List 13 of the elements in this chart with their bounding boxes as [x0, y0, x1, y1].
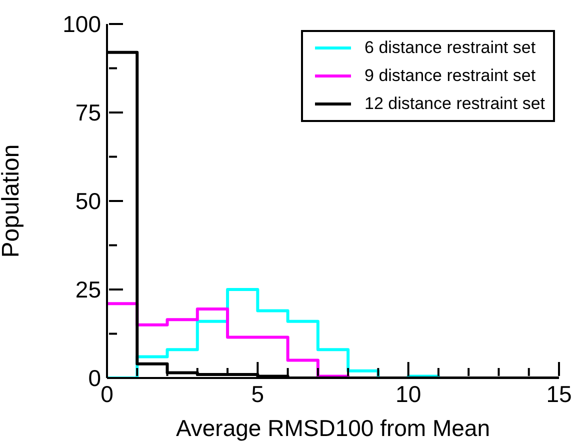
x-axis-title: Average RMSD100 from Mean [176, 415, 490, 441]
y-tick-label: 25 [75, 276, 101, 302]
y-tick-label: 50 [75, 188, 101, 214]
x-tick-label: 5 [251, 381, 264, 407]
legend-label: 9 distance restraint set [364, 66, 536, 86]
y-tick-label: 100 [62, 11, 101, 37]
legend-label: 12 distance restraint set [364, 94, 545, 114]
y-axis-title: Population [0, 144, 25, 258]
y-tick-label: 0 [88, 365, 101, 391]
y-tick-label: 75 [75, 100, 101, 126]
x-tick-label: 10 [396, 381, 422, 407]
x-tick-label: 15 [546, 381, 572, 407]
legend-label: 6 distance restraint set [364, 38, 536, 58]
